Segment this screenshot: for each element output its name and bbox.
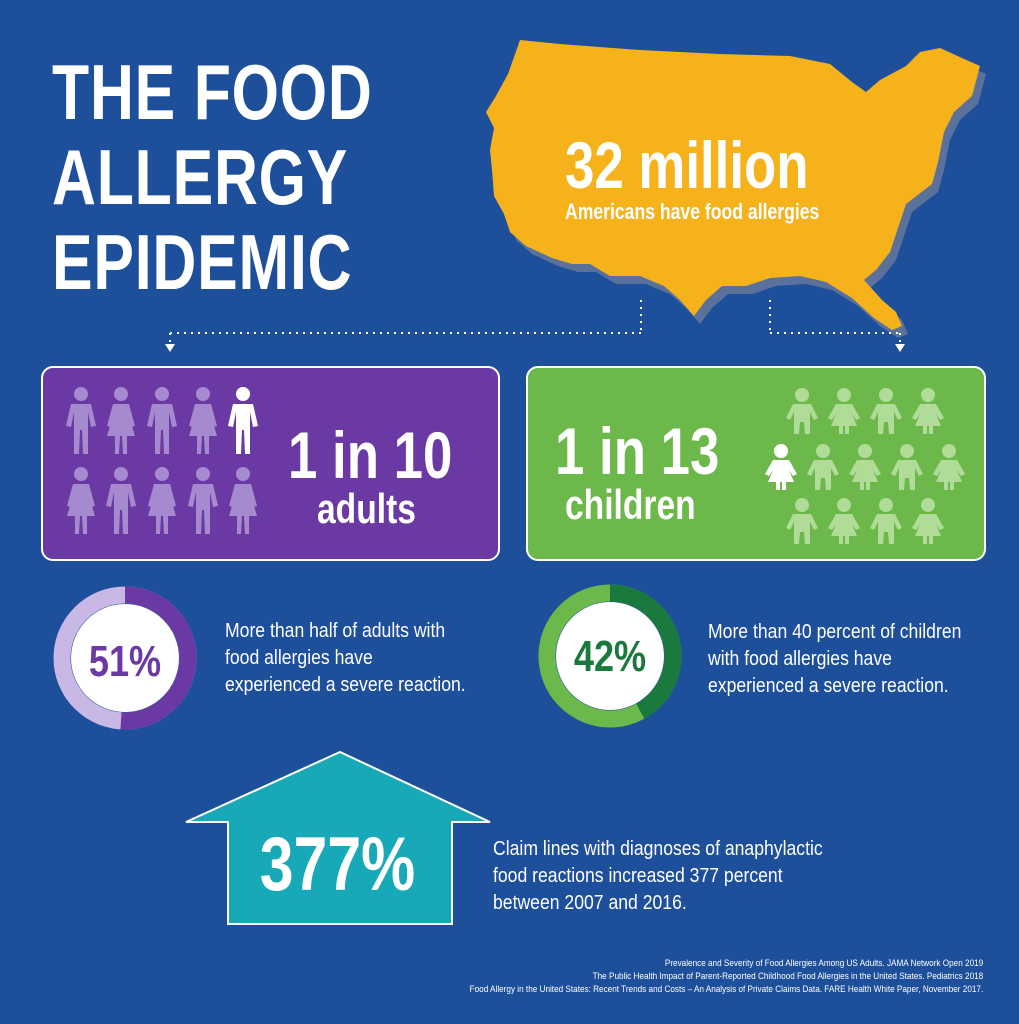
highlighted-person-icon [228, 387, 258, 454]
child-icon [933, 444, 965, 490]
adults-description-line: More than half of adults with [225, 620, 446, 642]
claims-description-line: food reactions increased 377 percent [493, 865, 783, 887]
child-icon [912, 498, 944, 544]
person-icon [147, 387, 177, 454]
child-icon [828, 498, 860, 544]
adults-description-line: food allergies have [225, 647, 373, 669]
children-percent: 42% [573, 632, 647, 681]
adults-ratio: 1 in 10 [288, 418, 453, 492]
adults-label: adults [317, 485, 416, 532]
person-icon [107, 387, 135, 454]
adults-donut [53, 586, 197, 730]
children-description: More than 40 percent of children with fo… [708, 619, 961, 700]
children-description-line: More than 40 percent of children [708, 621, 962, 643]
arrowhead-down-icon [895, 344, 905, 352]
child-icon [828, 388, 860, 434]
children-card: 1 in 13 children [526, 366, 986, 561]
child-icon [870, 388, 902, 434]
dotted-connector-right [769, 300, 901, 344]
person-icon [189, 387, 217, 454]
claims-description: Claim lines with diagnoses of anaphylact… [493, 836, 823, 917]
claims-increase-value: 377% [259, 822, 416, 907]
adult-figures [66, 387, 258, 534]
adults-percent: 51% [88, 637, 162, 686]
children-label: children [565, 481, 696, 528]
person-icon [106, 467, 136, 534]
usa-map-icon [486, 40, 980, 330]
total-allergies-caption: Americans have food allergies [565, 199, 820, 224]
child-icon [807, 444, 839, 490]
total-allergies-number: 32 million [565, 128, 809, 202]
highlighted-child-icon [765, 444, 797, 490]
title-line-1: THE FOOD [52, 48, 373, 136]
person-icon [188, 467, 218, 534]
sources: Prevalence and Severity of Food Allergie… [386, 957, 983, 996]
adults-card: 1 in 10 adults [41, 366, 500, 561]
children-description-line: experienced a severe reaction. [708, 675, 949, 697]
child-icon [870, 498, 902, 544]
source-citation: Food Allergy in the United States: Recen… [469, 984, 983, 995]
claims-description-line: Claim lines with diagnoses of anaphylact… [493, 838, 823, 860]
person-icon [66, 387, 96, 454]
dotted-connector-left [169, 300, 642, 344]
children-donut [538, 584, 682, 728]
person-icon [67, 467, 95, 534]
up-arrow-icon [185, 750, 491, 925]
child-icon [891, 444, 923, 490]
child-icon [786, 498, 818, 544]
title-line-2: ALLERGY [52, 133, 349, 221]
children-description-line: with food allergies have [708, 648, 892, 670]
source-citation: The Public Health Impact of Parent-Repor… [592, 971, 983, 982]
child-icon [912, 388, 944, 434]
children-ratio: 1 in 13 [555, 414, 720, 488]
title-line-3: EPIDEMIC [52, 218, 353, 306]
claims-description-line: between 2007 and 2016. [493, 892, 687, 914]
person-icon [229, 467, 257, 534]
child-icon [786, 388, 818, 434]
source-citation: Prevalence and Severity of Food Allergie… [664, 958, 983, 969]
child-icon [849, 444, 881, 490]
page-title: THE FOOD ALLERGY EPIDEMIC [52, 50, 463, 305]
arrowhead-down-icon [165, 344, 175, 352]
adults-description-line: experienced a severe reaction. [225, 674, 466, 696]
adults-description: More than half of adults with food aller… [225, 618, 466, 699]
child-figures [765, 388, 965, 544]
person-icon [148, 467, 176, 534]
